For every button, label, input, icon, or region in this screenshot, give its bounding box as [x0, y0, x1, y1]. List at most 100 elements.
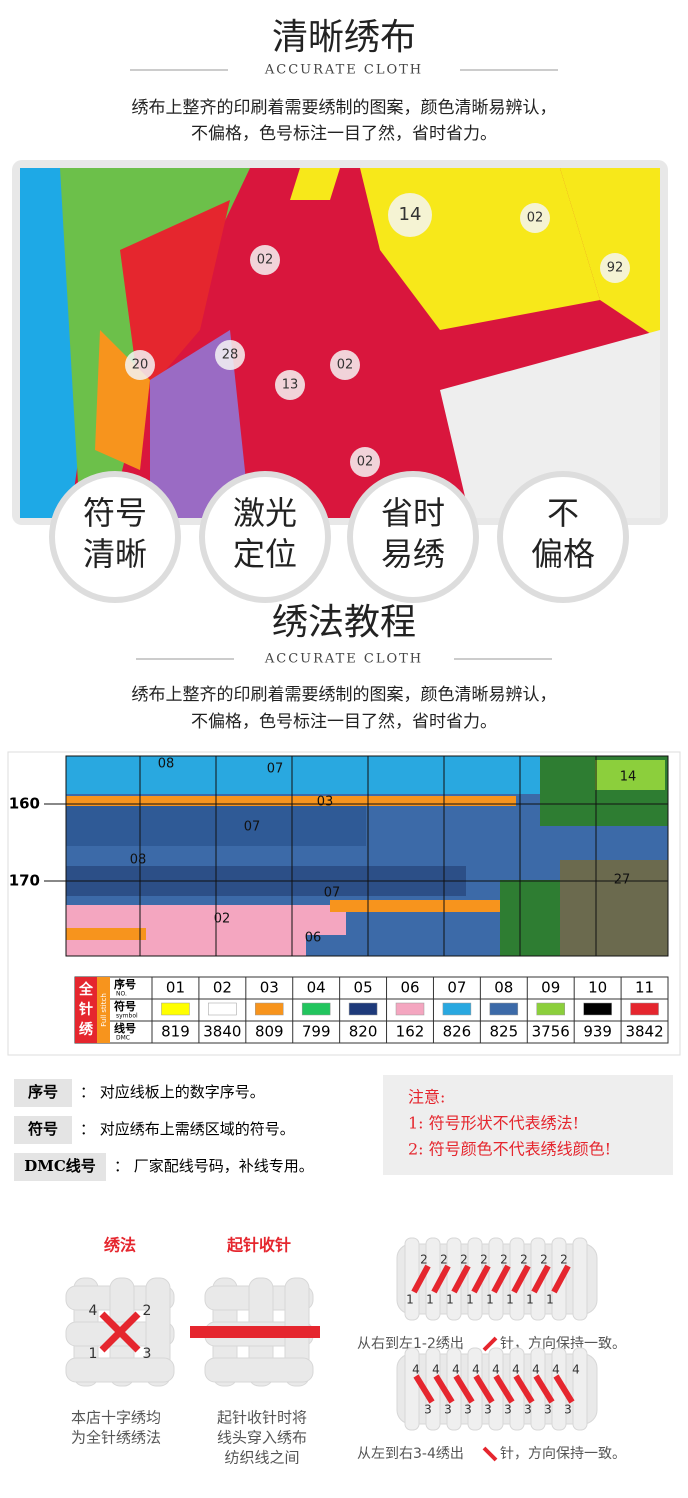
row-header-en: DMC [116, 1035, 130, 1042]
stitch [411, 1264, 431, 1294]
stitch-cell [97, 977, 110, 1043]
stitch-number: 3 [444, 1403, 452, 1417]
corner-number: 2 [143, 1303, 152, 1319]
badge-text: 定位 [233, 535, 297, 573]
cloth-photo: 14 02 02 92 02 20 28 13 02 [12, 160, 668, 525]
symbol [208, 1002, 237, 1016]
stitch-number: 3 [484, 1403, 492, 1417]
stitch-number: 4 [572, 1363, 580, 1377]
number: 07 [447, 979, 466, 997]
stitch [431, 1264, 451, 1294]
dmc: 809 [255, 1023, 284, 1041]
stitch-number: 4 [412, 1363, 420, 1377]
stitch-label: 针 [78, 1001, 93, 1018]
row-header: 符号 [114, 999, 136, 1013]
stitch-label: 全 [78, 981, 94, 998]
label-disc [215, 340, 245, 370]
label-disc [125, 350, 155, 380]
caption: 纺织线之间 [224, 1449, 299, 1467]
thread [425, 1347, 441, 1431]
badge-text: 不 [547, 494, 579, 532]
stitch [471, 1264, 491, 1294]
region-label: 07 [267, 762, 284, 777]
number: 02 [213, 979, 232, 997]
corner-number: 3 [143, 1346, 152, 1362]
stitch-number: 3 [564, 1403, 572, 1417]
thread [404, 1237, 420, 1321]
row-label: 160 [9, 795, 40, 813]
badge-text: 易绣 [381, 535, 445, 573]
thread [204, 1357, 314, 1383]
number: 04 [307, 979, 326, 997]
label-disc [388, 193, 432, 237]
term-box [14, 1153, 106, 1181]
thread [572, 1347, 588, 1431]
row-header-en: NO. [116, 991, 127, 998]
photo-label: 02 [357, 455, 374, 470]
row-header: 线号 [114, 1021, 136, 1035]
pattern [66, 756, 668, 956]
symbol [536, 1002, 565, 1016]
symbol [489, 1002, 519, 1016]
description: 绣布上整齐的印刷着需要绣制的图案，颜色清晰易辨认， [132, 98, 557, 118]
stitch-number: 2 [500, 1253, 508, 1267]
dmc: 162 [396, 1023, 425, 1041]
label-disc [350, 447, 380, 477]
caption: 针，方向保持一致。 [500, 1446, 626, 1462]
stitch [531, 1264, 551, 1294]
corner-number: 1 [89, 1346, 98, 1362]
thread [467, 1347, 483, 1431]
symbol [630, 1002, 659, 1016]
label-disc [330, 350, 360, 380]
term-box [14, 1079, 72, 1107]
stitch-number: 1 [466, 1293, 474, 1307]
badge-text: 清晰 [83, 535, 147, 573]
row-header-en: symbol [116, 1013, 138, 1020]
row-header: 序号 [114, 977, 136, 991]
caption: 起针收针时将 [217, 1409, 307, 1427]
badge-text: 激光 [233, 494, 297, 532]
stitch-number: 2 [480, 1253, 488, 1267]
symbol [395, 1002, 425, 1016]
title: 清晰绣布 [272, 17, 416, 58]
thread [404, 1347, 420, 1431]
photo-label: 13 [282, 378, 299, 393]
stitch-label: 绣 [79, 1021, 94, 1038]
term-box [14, 1116, 72, 1144]
stitch [513, 1374, 535, 1404]
dmc: 799 [302, 1023, 331, 1041]
pattern-border [65, 755, 669, 957]
stitch-cell [75, 977, 97, 1043]
stitch [473, 1374, 495, 1404]
stitch-number: 3 [504, 1403, 512, 1417]
stitch-number: 1 [446, 1293, 454, 1307]
stitch [413, 1374, 435, 1404]
stitch-number: 2 [440, 1253, 448, 1267]
number: 10 [588, 979, 607, 997]
legend-text: ： 厂家配线号码，补线专用。 [114, 1157, 314, 1175]
stitch [493, 1374, 515, 1404]
dmc: 3840 [203, 1023, 241, 1041]
caption: 为全针绣绣法 [71, 1429, 161, 1447]
notice-box [383, 1075, 673, 1175]
dmc: 939 [583, 1023, 612, 1041]
thread [572, 1237, 588, 1321]
stitch-number: 4 [512, 1363, 520, 1377]
corner-number: 4 [89, 1303, 98, 1319]
stitch-number: 1 [426, 1293, 434, 1307]
region-label: 27 [614, 873, 631, 888]
region-label: 08 [158, 757, 175, 772]
row-label: 170 [9, 872, 40, 890]
stitch-number: 1 [526, 1293, 534, 1307]
photo-label: 02 [527, 211, 544, 226]
caption: 从左到右3-4绣出 [357, 1446, 464, 1462]
dmc: 826 [443, 1023, 472, 1041]
title: 绣法教程 [272, 602, 416, 643]
stitch-number: 3 [524, 1403, 532, 1417]
caption: 从右到左1-2绣出 [357, 1336, 464, 1352]
region-label: 06 [305, 931, 322, 946]
badge [49, 471, 181, 603]
caption: 针，方向保持一致。 [500, 1336, 626, 1352]
photo-label: 28 [222, 348, 239, 363]
stitch-number: 1 [486, 1293, 494, 1307]
